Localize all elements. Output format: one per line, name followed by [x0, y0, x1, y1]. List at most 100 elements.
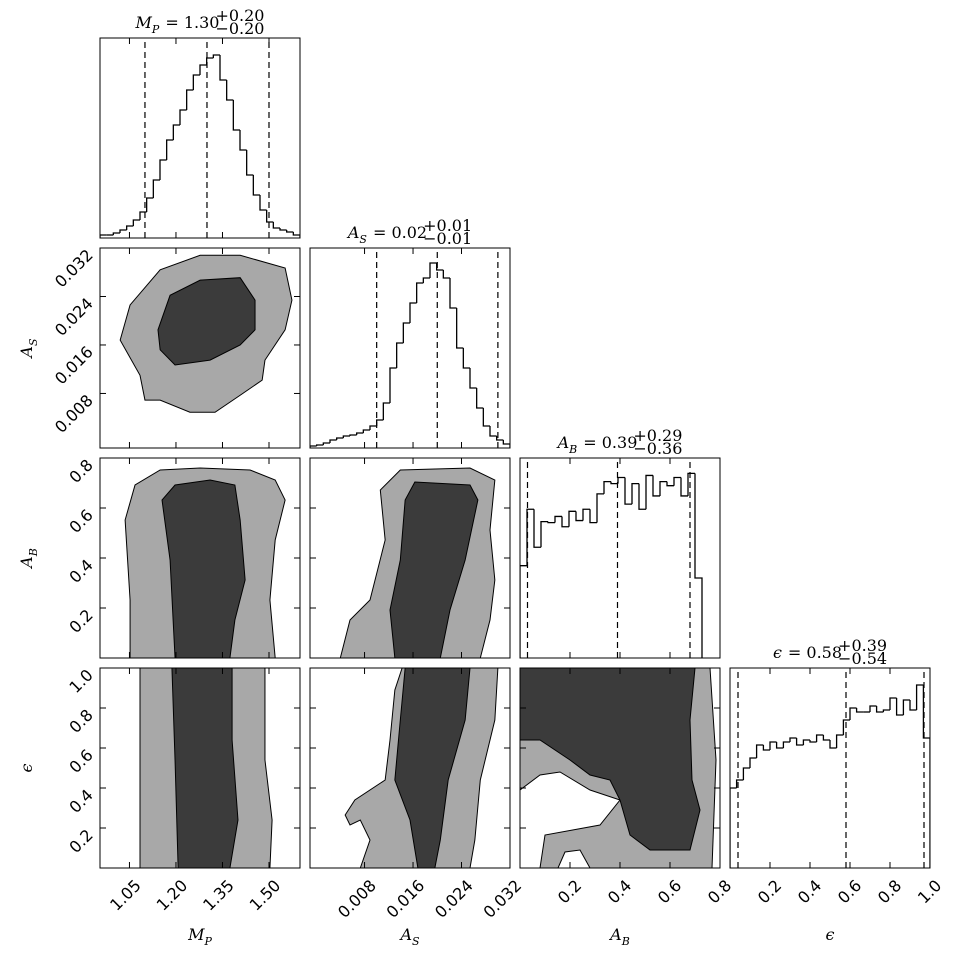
panel-title: MP = 1.30+0.20−0.20 — [135, 6, 265, 38]
contour-level — [161, 479, 246, 658]
x-tick-label: 1.0 — [914, 876, 945, 907]
panel-frame — [309, 247, 511, 449]
panel-title: ϵ = 0.58+0.39−0.54 — [773, 636, 887, 668]
histogram-step — [561, 516, 569, 528]
title-value: = 0.02 — [373, 223, 427, 242]
title-minus: −0.36 — [633, 439, 682, 458]
panel-title: AB = 0.39+0.29−0.36 — [556, 426, 683, 458]
y-tick-label: 0.032 — [51, 245, 97, 291]
label-sub: P — [203, 935, 212, 948]
panel-title: AS = 0.02+0.01−0.01 — [346, 216, 472, 248]
panel — [119, 254, 293, 413]
histogram-step — [436, 263, 444, 271]
label-main: A — [17, 346, 36, 360]
panel — [520, 668, 717, 868]
histogram-step — [673, 476, 681, 486]
histogram-step — [589, 509, 597, 524]
histogram-step — [652, 475, 660, 497]
panel-frame — [99, 247, 301, 449]
x-tick-label: 1.35 — [199, 876, 238, 915]
contour-level — [157, 277, 256, 366]
histogram-step — [206, 57, 214, 65]
label-sub: S — [359, 233, 367, 246]
histogram-step — [496, 436, 504, 441]
histogram-step — [469, 368, 477, 389]
histogram-step — [547, 521, 555, 524]
x-tick-label: 0.2 — [554, 876, 585, 907]
histogram-step — [922, 685, 930, 868]
y-axis-label: AB — [17, 548, 40, 570]
x-axis-label: AS — [398, 925, 420, 948]
histogram-step — [402, 322, 410, 343]
histogram-step — [789, 737, 797, 742]
title-plus: +0.39 — [838, 636, 887, 655]
histogram-step — [603, 480, 611, 494]
histogram-step — [456, 308, 464, 349]
histogram-step — [252, 175, 260, 196]
histogram-step — [742, 767, 750, 780]
histogram-step — [520, 565, 527, 658]
histogram-step — [809, 740, 817, 743]
histogram-step — [822, 735, 830, 741]
histogram-step — [286, 230, 294, 233]
y-tick-label: 0.4 — [65, 785, 96, 816]
y-axis-label: ϵ — [17, 763, 36, 772]
histogram-step — [895, 698, 904, 716]
histogram-step — [915, 684, 924, 710]
x-tick-label: 0.016 — [383, 876, 429, 922]
histogram-step — [329, 439, 337, 443]
label-sub: B — [27, 548, 40, 557]
panel-frame — [729, 667, 931, 869]
title-text: MP = 1.30 — [135, 13, 220, 36]
histogram-step — [199, 64, 207, 75]
histogram-step — [829, 740, 837, 749]
histogram-step — [795, 738, 804, 746]
histogram-step — [382, 402, 390, 420]
histogram-step — [835, 734, 844, 748]
x-tick-label: 0.4 — [604, 876, 635, 907]
x-tick-label: 0.8 — [874, 876, 905, 907]
histogram-step — [775, 742, 784, 749]
histogram-step — [687, 472, 695, 496]
label-main: A — [346, 223, 360, 242]
y-tick-label: 0.024 — [51, 294, 97, 340]
histogram-step — [389, 367, 397, 403]
histogram-step — [449, 278, 457, 309]
histogram-step — [645, 474, 653, 510]
x-tick-label: 1.20 — [153, 876, 192, 915]
histogram-step — [582, 508, 590, 521]
title-value: = 1.30 — [165, 13, 219, 32]
histogram-step — [232, 100, 240, 131]
histogram-step — [575, 511, 583, 522]
title-minus: −0.01 — [423, 229, 472, 248]
histogram-step — [842, 719, 850, 735]
x-tick-label: 0.8 — [704, 876, 735, 907]
x-axis-label: AB — [608, 925, 630, 948]
label-main: A — [556, 433, 570, 452]
histogram-step — [849, 707, 857, 720]
panel-frame — [99, 37, 301, 239]
histogram-step — [172, 124, 180, 140]
histogram-step — [369, 425, 377, 430]
histogram-step — [259, 195, 267, 211]
histogram-step — [396, 342, 404, 368]
title-text: AB = 0.39 — [556, 433, 638, 456]
histogram-step — [568, 510, 576, 527]
histogram-step — [322, 442, 330, 445]
title-text: AS = 0.02 — [346, 223, 427, 246]
title-value: = 0.39 — [583, 433, 637, 452]
title-value: = 0.58 — [788, 643, 842, 662]
histogram-step — [617, 476, 625, 484]
y-tick-label: 0.6 — [65, 505, 96, 536]
label-main: ϵ — [826, 925, 835, 944]
panel — [100, 38, 300, 238]
histogram-step — [882, 709, 890, 712]
histogram-step — [409, 302, 417, 323]
y-tick-label: 0.008 — [51, 391, 97, 437]
y-tick-label: 0.016 — [51, 342, 97, 388]
label-main: A — [608, 925, 622, 944]
histogram-step — [239, 130, 247, 151]
panel — [344, 668, 499, 868]
histogram-step — [482, 408, 490, 427]
